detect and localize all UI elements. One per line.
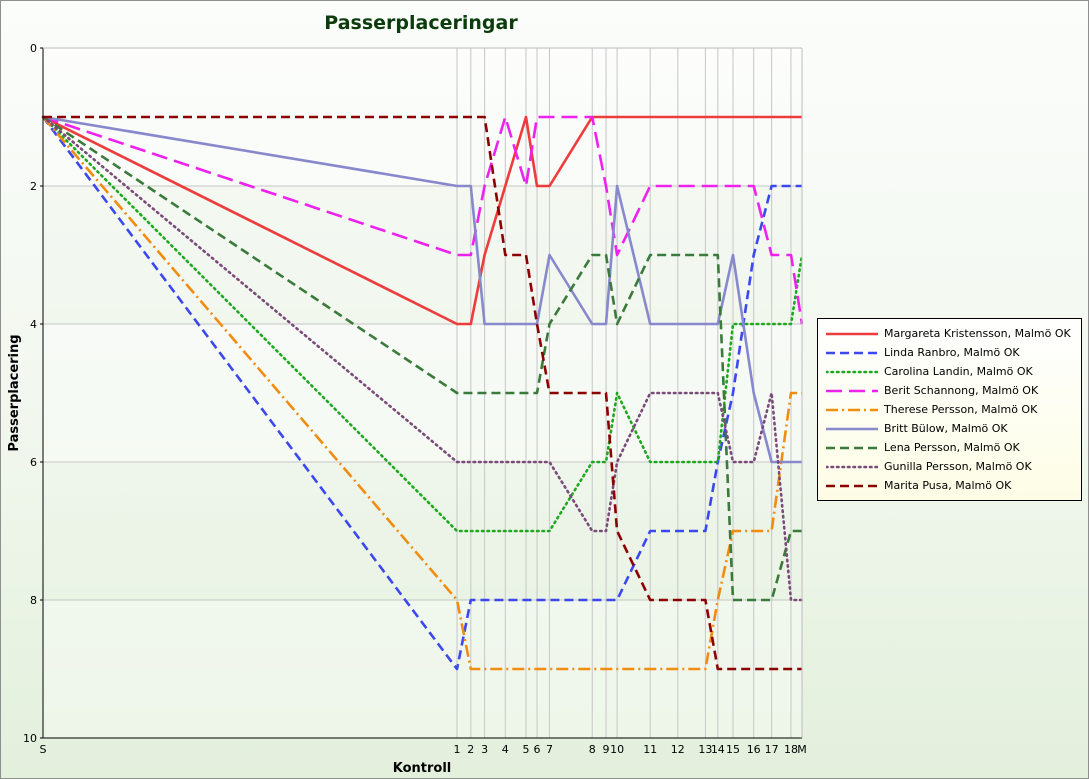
x-tick-label: 16	[747, 743, 761, 756]
legend-item: Marita Pusa, Malmö OK	[818, 476, 1081, 495]
y-tick-label: 4	[30, 318, 37, 331]
legend-swatch	[826, 332, 878, 335]
legend-label: Gunilla Persson, Malmö OK	[884, 460, 1032, 473]
legend-item: Berit Schannong, Malmö OK	[818, 381, 1081, 400]
legend-label: Linda Ranbro, Malmö OK	[884, 346, 1020, 359]
series-line-6	[42, 115, 802, 464]
x-tick-label: 6	[534, 743, 541, 756]
y-tick-label: 10	[23, 732, 37, 745]
series-line-2	[41, 116, 802, 671]
y-tick-label: 6	[30, 456, 37, 469]
legend-swatch	[826, 408, 878, 411]
x-tick-label: M	[797, 743, 807, 756]
x-tick-label: 15	[726, 743, 740, 756]
legend-label: Carolina Landin, Malmö OK	[884, 365, 1033, 378]
y-tick-label: 8	[30, 594, 37, 607]
x-tick-label: 4	[502, 743, 509, 756]
legend-swatch	[826, 351, 878, 354]
y-tick-label: 0	[30, 42, 37, 55]
legend-item: Britt Bülow, Malmö OK	[818, 419, 1081, 438]
x-tick-label: S	[40, 743, 47, 756]
x-tick-label: 3	[481, 743, 488, 756]
legend-item: Therese Persson, Malmö OK	[818, 400, 1081, 419]
legend-item: Gunilla Persson, Malmö OK	[818, 457, 1081, 476]
x-axis-title: Kontroll	[393, 761, 452, 776]
legend-item: Lena Persson, Malmö OK	[818, 438, 1081, 457]
legend-item: Margareta Kristensson, Malmö OK	[818, 324, 1081, 343]
series-line-8	[41, 115, 804, 602]
x-tick-label: 10	[610, 743, 624, 756]
x-tick-label: 2	[467, 743, 474, 756]
plot-bands	[43, 48, 802, 738]
plot-band	[43, 324, 802, 462]
legend-label: Therese Persson, Malmö OK	[884, 403, 1038, 416]
series-line-4	[42, 115, 804, 325]
legend-item: Linda Ranbro, Malmö OK	[818, 343, 1081, 362]
legend-swatch	[826, 484, 878, 487]
series-line-3	[41, 115, 804, 533]
axes	[42, 47, 803, 739]
chart-title: Passerplaceringar	[324, 12, 518, 34]
legend-item: Carolina Landin, Malmö OK	[818, 362, 1081, 381]
series-line-1	[42, 115, 802, 326]
x-tick-label: 1	[454, 743, 461, 756]
series-line-7	[42, 115, 802, 602]
legend-swatch	[826, 446, 878, 449]
series-lines	[41, 115, 804, 671]
x-tick-label: 5	[523, 743, 530, 756]
legend-swatch	[826, 389, 878, 392]
series-line-5	[42, 116, 802, 671]
legend: Margareta Kristensson, Malmö OK Linda Ran…	[817, 318, 1082, 501]
y-tick-label: 2	[30, 180, 37, 193]
x-tick-label: 8	[589, 743, 596, 756]
x-tick-label: 14	[711, 743, 725, 756]
x-tick-label: 9	[603, 743, 610, 756]
legend-swatch	[826, 427, 878, 430]
x-tick-label: 11	[643, 743, 657, 756]
plot-band	[43, 462, 802, 600]
x-tick-label: 7	[546, 743, 553, 756]
x-tick-label: 17	[765, 743, 779, 756]
legend-label: Britt Bülow, Malmö OK	[884, 422, 1008, 435]
x-tick-label: 12	[671, 743, 685, 756]
y-axis-title: Passerplacering	[7, 334, 22, 451]
series-line-9	[43, 115, 802, 671]
legend-label: Margareta Kristensson, Malmö OK	[884, 327, 1071, 340]
legend-swatch	[826, 465, 878, 468]
legend-label: Marita Pusa, Malmö OK	[884, 479, 1012, 492]
legend-label: Berit Schannong, Malmö OK	[884, 384, 1039, 397]
x-tick-label: 18	[784, 743, 798, 756]
x-tick-label: 13	[698, 743, 712, 756]
plot-band	[43, 600, 802, 738]
legend-label: Lena Persson, Malmö OK	[884, 441, 1020, 454]
legend-swatch	[826, 370, 878, 373]
